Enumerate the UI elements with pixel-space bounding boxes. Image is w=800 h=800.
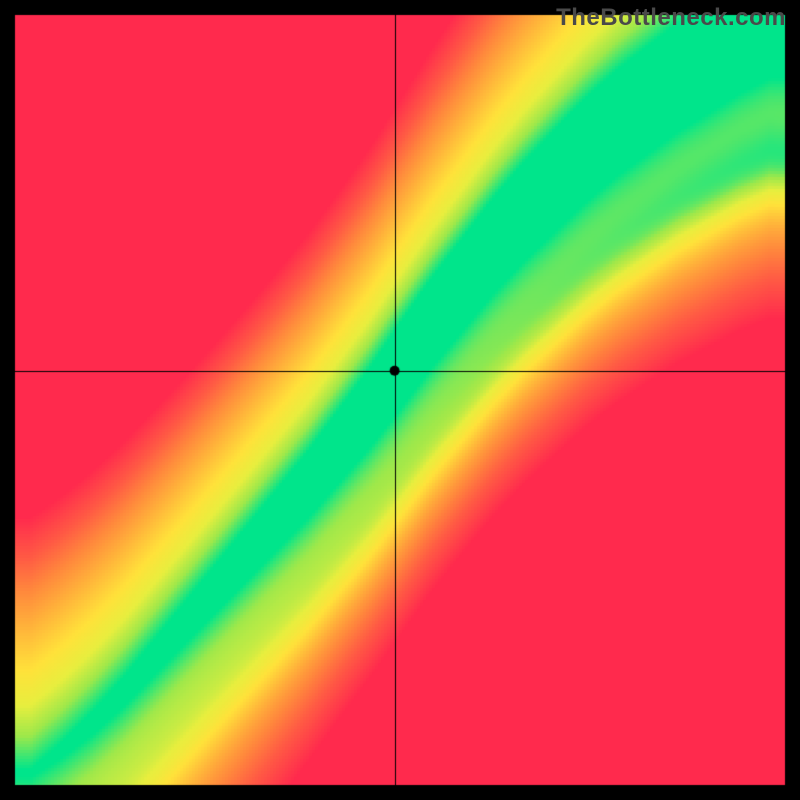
watermark-text: TheBottleneck.com	[556, 4, 786, 32]
chart-container: { "watermark": { "text": "TheBottleneck.…	[0, 0, 800, 800]
bottleneck-heatmap	[0, 0, 800, 800]
